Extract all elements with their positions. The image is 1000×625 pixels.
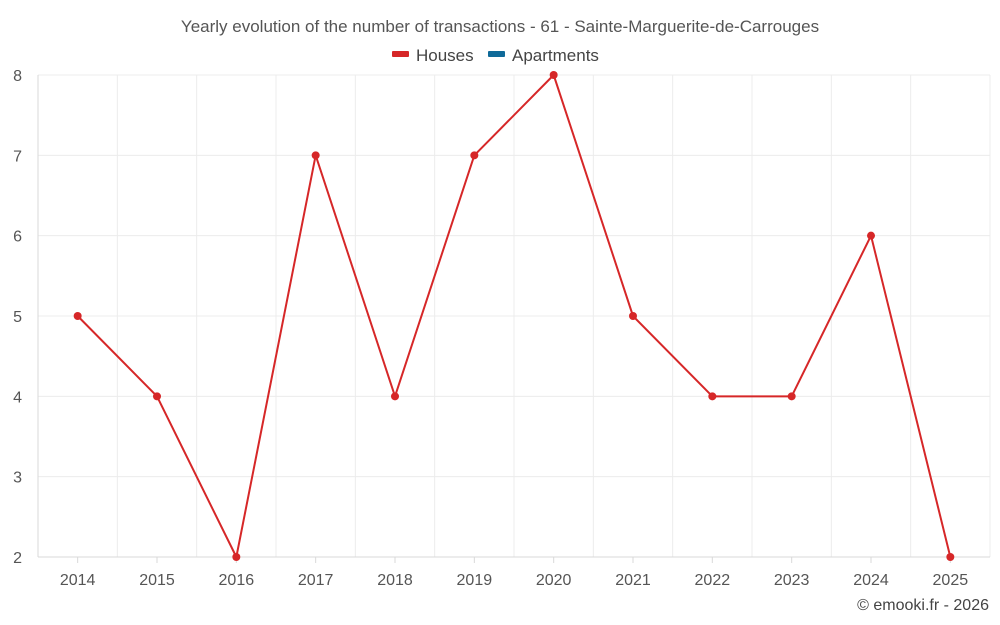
- chart-title: Yearly evolution of the number of transa…: [181, 17, 819, 36]
- y-tick-label: 4: [13, 389, 22, 406]
- data-point[interactable]: [153, 392, 161, 401]
- credit-text: © emooki.fr - 2026: [857, 597, 989, 614]
- legend-label-apartments: Apartments: [512, 46, 599, 65]
- x-tick-label: 2019: [457, 572, 493, 589]
- x-tick-label: 2017: [298, 572, 334, 589]
- data-point[interactable]: [867, 231, 875, 240]
- legend: Houses Apartments: [392, 46, 599, 65]
- x-tick-label: 2025: [933, 572, 969, 589]
- y-tick-label: 8: [13, 68, 22, 85]
- x-tick-label: 2020: [536, 572, 572, 589]
- data-point[interactable]: [629, 312, 637, 320]
- series-line-houses: [76, 74, 952, 558]
- x-tick-label: 2014: [60, 572, 96, 589]
- data-point[interactable]: [391, 392, 399, 401]
- data-point[interactable]: [787, 392, 796, 401]
- legend-swatch-houses: [392, 51, 409, 57]
- data-point[interactable]: [232, 553, 241, 561]
- data-point[interactable]: [470, 151, 479, 160]
- legend-label-houses: Houses: [416, 46, 474, 65]
- legend-swatch-apartments: [488, 51, 505, 57]
- x-tick-label: 2015: [139, 572, 175, 589]
- x-tick-label: 2022: [695, 572, 731, 589]
- y-tick-label: 3: [13, 470, 22, 487]
- x-tick-label: 2024: [853, 572, 889, 589]
- y-tick-label: 7: [13, 148, 22, 165]
- grid: [37, 74, 991, 557]
- x-tick-label: 2021: [615, 572, 651, 589]
- legend-item-houses[interactable]: Houses: [392, 46, 474, 65]
- x-axis: 2014 2015 2016 2017 2018 2019 2020 2021 2022 2023…: [38, 556, 990, 589]
- data-point[interactable]: [311, 151, 320, 160]
- data-point[interactable]: [549, 71, 558, 79]
- y-tick-label: 6: [13, 229, 22, 246]
- x-tick-label: 2023: [774, 572, 810, 589]
- y-tick-label: 2: [13, 550, 22, 567]
- data-point[interactable]: [708, 392, 717, 401]
- y-tick-label: 5: [13, 309, 22, 326]
- legend-item-apartments[interactable]: Apartments: [488, 46, 599, 65]
- x-tick-label: 2018: [377, 572, 413, 589]
- x-tick-label: 2016: [219, 572, 255, 589]
- data-point[interactable]: [946, 553, 955, 561]
- series-houses: [73, 71, 955, 561]
- y-axis: 2 3 4 5 6 7 8: [13, 68, 39, 567]
- data-point[interactable]: [73, 312, 82, 320]
